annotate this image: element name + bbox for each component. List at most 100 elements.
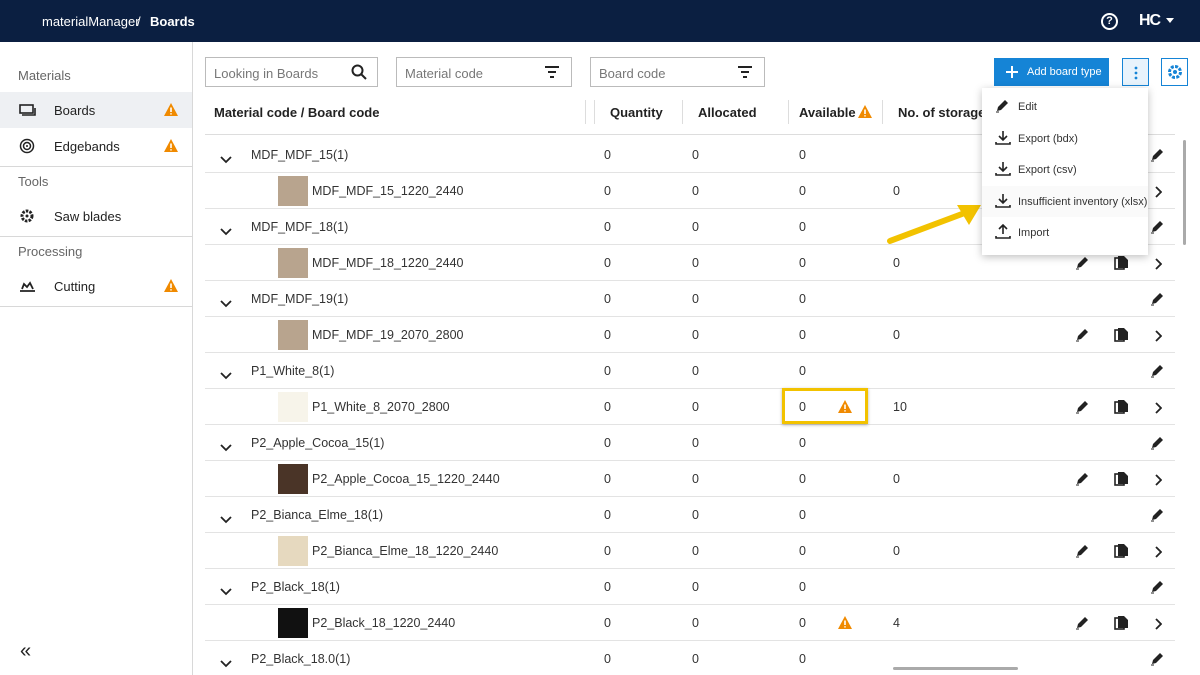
column-separator bbox=[594, 100, 595, 124]
menu-label: Export (bdx) bbox=[1018, 133, 1078, 145]
open-icon bbox=[1154, 257, 1162, 269]
open-icon-svg bbox=[1154, 402, 1162, 414]
board-row[interactable]: MDF_MDF_19_2070_28000000 bbox=[205, 317, 1175, 353]
group-label: P2_Black_18(1) bbox=[251, 580, 340, 594]
edit-icon-svg bbox=[1075, 399, 1091, 415]
column-header[interactable]: Quantity bbox=[610, 94, 663, 130]
storage-count: 0 bbox=[893, 328, 900, 342]
group-row[interactable]: P2_Bianca_Elme_18(1)000 bbox=[205, 497, 1175, 533]
board-row[interactable]: P2_Apple_Cocoa_15_1220_24400000 bbox=[205, 461, 1175, 497]
board-label: P2_Black_18_1220_2440 bbox=[312, 616, 455, 630]
edit-icon-svg bbox=[1150, 507, 1166, 523]
allocated: 0 bbox=[692, 436, 699, 450]
edit-icon-svg bbox=[1075, 327, 1091, 343]
board-row[interactable]: P2_Black_18_1220_24404000 bbox=[205, 605, 1175, 641]
edit-icon-svg bbox=[1150, 435, 1166, 451]
open-icon bbox=[1154, 329, 1162, 341]
open-icon bbox=[1154, 545, 1162, 557]
allocated: 0 bbox=[692, 544, 699, 558]
warning-icon bbox=[837, 615, 853, 630]
menu-item[interactable]: Export (csv) bbox=[982, 154, 1148, 185]
available: 0 bbox=[799, 400, 806, 414]
board-row[interactable]: P2_Bianca_Elme_18_1220_24400000 bbox=[205, 533, 1175, 569]
column-separator bbox=[682, 100, 683, 124]
group-row[interactable]: P2_Black_18.0(1)000 bbox=[205, 641, 1175, 675]
group-label: MDF_MDF_15(1) bbox=[251, 148, 348, 162]
menu-item[interactable]: Insufficient inventory (xlsx) bbox=[982, 186, 1148, 217]
copy-icon-svg bbox=[1114, 543, 1129, 558]
expand-icon bbox=[220, 655, 232, 663]
quantity: 0 bbox=[604, 184, 611, 198]
copy-icon-svg bbox=[1114, 327, 1129, 342]
open-icon-svg bbox=[1154, 330, 1162, 342]
expand-icon-svg bbox=[220, 516, 232, 524]
board-row[interactable]: P1_White_8_2070_280010000 bbox=[205, 389, 1175, 425]
menu-item[interactable]: Import bbox=[982, 217, 1148, 248]
available: 0 bbox=[799, 256, 806, 270]
edit-icon bbox=[1150, 651, 1166, 667]
edit-icon bbox=[1150, 363, 1166, 379]
edit-icon bbox=[1075, 327, 1091, 343]
available: 0 bbox=[799, 472, 806, 486]
available: 0 bbox=[799, 364, 806, 378]
group-row[interactable]: MDF_MDF_19(1)000 bbox=[205, 281, 1175, 317]
group-label: P2_Black_18.0(1) bbox=[251, 652, 350, 666]
storage-count: 4 bbox=[893, 616, 900, 630]
highlight-box bbox=[782, 388, 868, 424]
board-label: MDF_MDF_15_1220_2440 bbox=[312, 184, 463, 198]
available: 0 bbox=[799, 220, 806, 234]
edit-icon bbox=[1075, 615, 1091, 631]
column-header[interactable]: Available bbox=[799, 94, 856, 130]
column-header[interactable]: Allocated bbox=[698, 94, 757, 130]
allocated: 0 bbox=[692, 328, 699, 342]
expand-icon bbox=[220, 223, 232, 231]
available: 0 bbox=[799, 508, 806, 522]
board-thumbnail bbox=[278, 176, 308, 206]
allocated: 0 bbox=[692, 148, 699, 162]
group-row[interactable]: P2_Apple_Cocoa_15(1)000 bbox=[205, 425, 1175, 461]
copy-icon-svg bbox=[1114, 471, 1129, 486]
menu-item[interactable]: Export (bdx) bbox=[982, 123, 1148, 154]
allocated: 0 bbox=[692, 652, 699, 666]
column-header[interactable]: No. of storage r bbox=[898, 94, 994, 130]
copy-icon bbox=[1114, 615, 1129, 630]
board-thumbnail bbox=[278, 608, 308, 638]
open-icon-svg bbox=[1154, 618, 1162, 630]
group-row[interactable]: P1_White_8(1)000 bbox=[205, 353, 1175, 389]
copy-icon bbox=[1114, 399, 1129, 414]
edit-icon-svg bbox=[1150, 219, 1166, 235]
warning-icon-svg bbox=[837, 615, 853, 630]
edit-icon-svg bbox=[1150, 291, 1166, 307]
available: 0 bbox=[799, 292, 806, 306]
group-row[interactable]: P2_Black_18(1)000 bbox=[205, 569, 1175, 605]
expand-icon bbox=[220, 439, 232, 447]
board-thumbnail bbox=[278, 464, 308, 494]
edit-icon-svg bbox=[1075, 543, 1091, 559]
menu-label: Insufficient inventory (xlsx) bbox=[1018, 196, 1147, 208]
storage-count: 0 bbox=[893, 544, 900, 558]
menu-item[interactable]: Edit bbox=[982, 91, 1148, 122]
column-separator bbox=[788, 100, 789, 124]
available: 0 bbox=[799, 544, 806, 558]
menu-icon-svg bbox=[995, 193, 1011, 209]
quantity: 0 bbox=[604, 364, 611, 378]
edit-icon bbox=[1150, 219, 1166, 235]
column-header[interactable]: Material code / Board code bbox=[214, 94, 379, 130]
group-label: MDF_MDF_19(1) bbox=[251, 292, 348, 306]
expand-icon bbox=[220, 511, 232, 519]
quantity: 0 bbox=[604, 652, 611, 666]
edit-icon bbox=[1075, 399, 1091, 415]
storage-count: 0 bbox=[893, 256, 900, 270]
quantity: 0 bbox=[604, 328, 611, 342]
copy-icon bbox=[1114, 327, 1129, 342]
expand-icon-svg bbox=[220, 300, 232, 308]
storage-count: 10 bbox=[893, 400, 907, 414]
edit-icon bbox=[1150, 507, 1166, 523]
menu-icon-svg bbox=[995, 130, 1011, 146]
allocated: 0 bbox=[692, 292, 699, 306]
allocated: 0 bbox=[692, 184, 699, 198]
menu-icon bbox=[995, 224, 1011, 240]
menu-icon-svg bbox=[995, 98, 1011, 114]
horizontal-scrollbar bbox=[893, 667, 1018, 670]
